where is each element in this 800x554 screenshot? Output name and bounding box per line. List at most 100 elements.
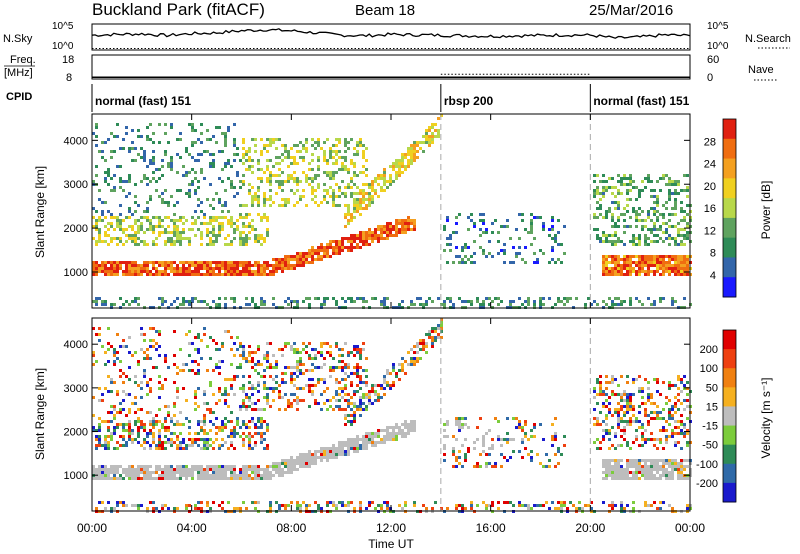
- power-cell: [233, 138, 236, 141]
- velocity-cell: [620, 471, 623, 474]
- velocity-cell: [653, 402, 656, 405]
- velocity-cell: [560, 453, 563, 456]
- velocity-cell: [194, 390, 197, 393]
- power-cell: [686, 225, 689, 228]
- power-cell: [194, 192, 197, 195]
- velocity-cell: [365, 408, 368, 411]
- velocity-cell: [452, 453, 455, 456]
- power-cell: [128, 303, 131, 306]
- power-cell: [179, 189, 182, 192]
- velocity-cell: [155, 465, 158, 468]
- power-cell: [257, 261, 260, 264]
- velocity-cell: [299, 357, 302, 360]
- power-cell: [620, 303, 623, 306]
- velocity-cell: [161, 423, 164, 426]
- velocity-cell: [236, 420, 239, 423]
- power-cell: [440, 114, 443, 117]
- power-cell: [359, 144, 362, 147]
- power-cell: [647, 264, 650, 267]
- velocity-cell: [335, 447, 338, 450]
- velocity-cell: [341, 366, 344, 369]
- velocity-cell: [386, 372, 389, 375]
- power-cell: [293, 192, 296, 195]
- velocity-cell: [452, 450, 455, 453]
- power-cell: [158, 297, 161, 300]
- velocity-cell: [338, 441, 341, 444]
- velocity-cell: [365, 393, 368, 396]
- power-cell: [272, 267, 275, 270]
- power-cell: [440, 303, 443, 306]
- power-cell: [647, 267, 650, 270]
- power-cell: [287, 156, 290, 159]
- power-cell: [611, 201, 614, 204]
- power-cell: [194, 267, 197, 270]
- velocity-cell: [281, 468, 284, 471]
- velocity-cell: [629, 423, 632, 426]
- power-cell: [188, 261, 191, 264]
- power-cell: [152, 150, 155, 153]
- power-cell: [218, 267, 221, 270]
- velocity-cell: [647, 477, 650, 480]
- power-cell: [599, 192, 602, 195]
- power-cell: [227, 177, 230, 180]
- velocity-cell: [605, 465, 608, 468]
- power-cell: [389, 174, 392, 177]
- velocity-cell: [347, 501, 350, 504]
- velocity-cell: [161, 468, 164, 471]
- velocity-cell: [548, 507, 551, 510]
- power-cell: [128, 234, 131, 237]
- power-cell: [227, 234, 230, 237]
- power-cell: [413, 159, 416, 162]
- power-cell: [623, 258, 626, 261]
- power-cell: [344, 237, 347, 240]
- power-cell: [173, 261, 176, 264]
- velocity-cell: [194, 372, 197, 375]
- power-cell: [401, 219, 404, 222]
- velocity-cell: [164, 504, 167, 507]
- power-cell: [635, 261, 638, 264]
- power-cell: [200, 237, 203, 240]
- power-cell: [212, 228, 215, 231]
- velocity-cell: [143, 369, 146, 372]
- velocity-cell: [620, 435, 623, 438]
- power-cell: [380, 300, 383, 303]
- velocity-cell: [329, 456, 332, 459]
- power-cell: [170, 270, 173, 273]
- velocity-cell: [242, 423, 245, 426]
- power-cell: [341, 243, 344, 246]
- velocity-cell: [644, 462, 647, 465]
- velocity-cell: [236, 432, 239, 435]
- power-cell: [389, 177, 392, 180]
- power-cell: [608, 261, 611, 264]
- velocity-cell: [332, 369, 335, 372]
- power-cell: [125, 180, 128, 183]
- velocity-cell: [197, 420, 200, 423]
- velocity-colorbar-tick: 15: [706, 401, 718, 413]
- velocity-cell: [203, 468, 206, 471]
- velocity-cell: [161, 507, 164, 510]
- velocity-cell: [104, 351, 107, 354]
- velocity-cell: [383, 375, 386, 378]
- power-cell: [350, 234, 353, 237]
- velocity-cell: [410, 429, 413, 432]
- velocity-cell: [665, 429, 668, 432]
- velocity-cell: [224, 477, 227, 480]
- power-cell: [620, 264, 623, 267]
- power-cell: [314, 252, 317, 255]
- velocity-cell: [419, 357, 422, 360]
- power-cell: [221, 204, 224, 207]
- power-cell: [167, 162, 170, 165]
- velocity-cell: [611, 378, 614, 381]
- power-cell: [359, 240, 362, 243]
- velocity-cell: [203, 402, 206, 405]
- power-cell: [359, 138, 362, 141]
- power-cell: [287, 264, 290, 267]
- power-cell: [260, 180, 263, 183]
- velocity-cell: [164, 447, 167, 450]
- velocity-cell: [293, 459, 296, 462]
- power-cell: [359, 213, 362, 216]
- velocity-cell: [311, 348, 314, 351]
- velocity-cell: [368, 432, 371, 435]
- velocity-colorbar-label: Velocity [m s⁻¹]: [759, 377, 773, 458]
- power-cell: [629, 297, 632, 300]
